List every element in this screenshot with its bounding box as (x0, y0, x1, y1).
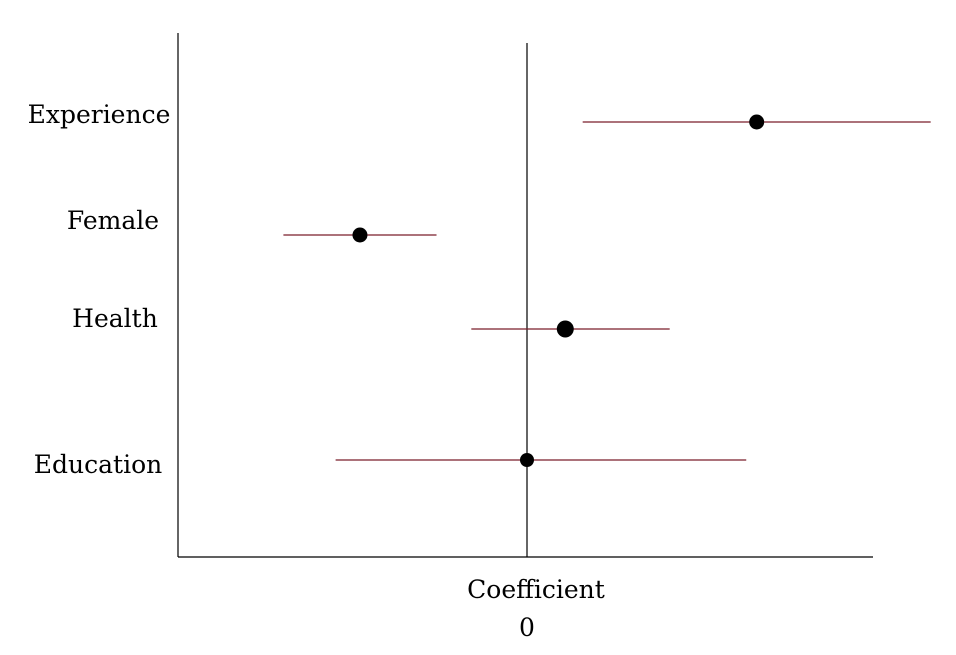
category-label-education: Education (34, 450, 162, 479)
x-tick-label-zero: 0 (519, 613, 535, 642)
point-estimate-health (556, 320, 574, 338)
point-estimate-female (352, 227, 368, 243)
x-axis-label: Coefficient (467, 575, 605, 604)
chart-marks: Experience Female Health Education (28, 100, 931, 479)
category-label-female: Female (67, 206, 159, 235)
point-estimate-education (520, 453, 534, 467)
category-label-health: Health (72, 304, 158, 333)
category-label-experience: Experience (28, 100, 171, 129)
point-estimate-experience (749, 114, 765, 130)
